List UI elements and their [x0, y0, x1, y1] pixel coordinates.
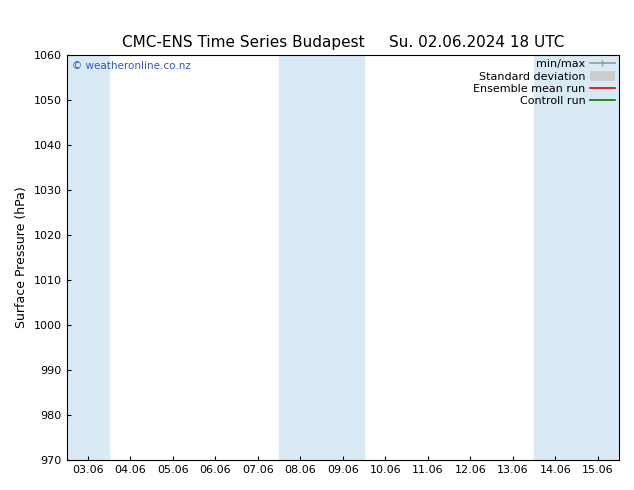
Bar — [67, 55, 109, 460]
Title: CMC-ENS Time Series Budapest     Su. 02.06.2024 18 UTC: CMC-ENS Time Series Budapest Su. 02.06.2… — [122, 35, 564, 49]
Bar — [534, 55, 576, 460]
Bar — [321, 55, 364, 460]
Text: © weatheronline.co.nz: © weatheronline.co.nz — [72, 61, 191, 71]
Bar — [279, 55, 321, 460]
Y-axis label: Surface Pressure (hPa): Surface Pressure (hPa) — [15, 187, 28, 328]
Bar — [576, 55, 619, 460]
Legend: min/max, Standard deviation, Ensemble mean run, Controll run: min/max, Standard deviation, Ensemble me… — [469, 55, 619, 110]
